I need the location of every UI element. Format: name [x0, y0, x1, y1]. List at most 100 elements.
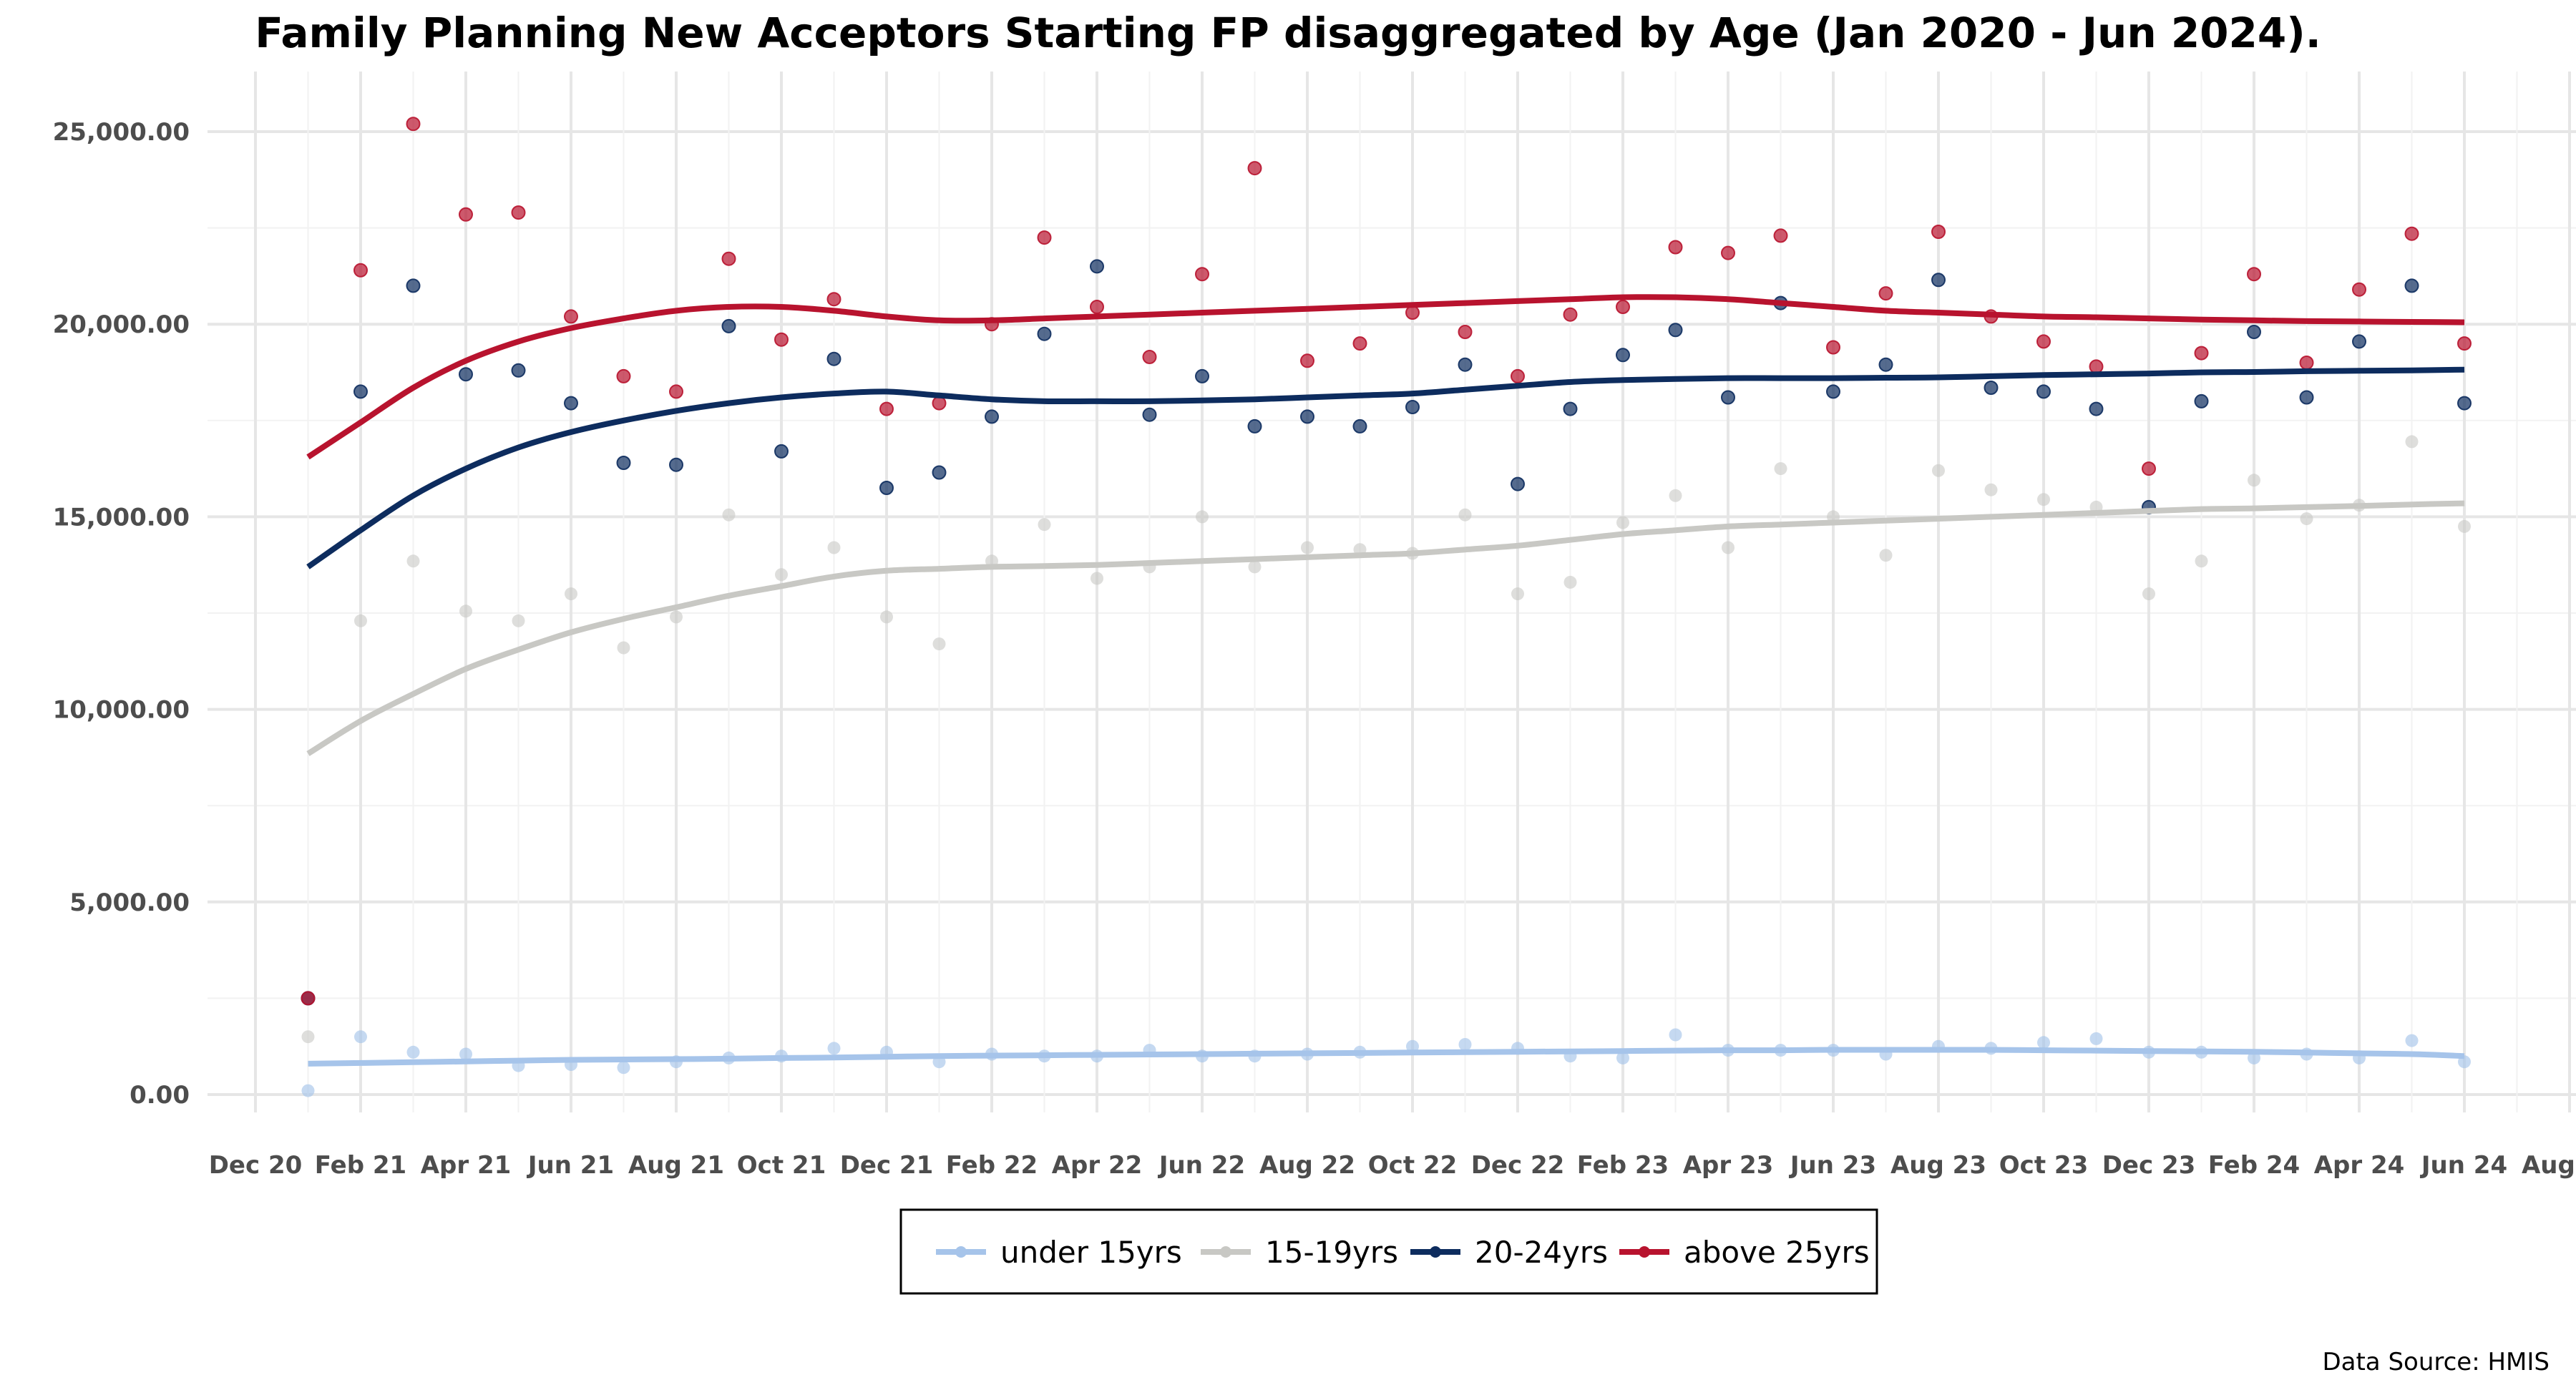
point-20-24yrs	[1247, 418, 1262, 434]
x-tick-label: Jun 24	[2420, 1151, 2507, 1180]
legend-marker-20-24yrs	[1430, 1246, 1441, 1258]
point-above-25yrs	[774, 332, 789, 347]
point-15-19yrs	[459, 604, 472, 618]
x-tick-label: Jun 23	[1789, 1151, 1876, 1180]
x-tick-label: Oct 22	[1368, 1151, 1457, 1180]
point-above-25yrs	[301, 991, 316, 1006]
point-above-25yrs	[511, 205, 526, 220]
point-20-24yrs	[353, 384, 368, 399]
x-tick-label: Feb 24	[2208, 1151, 2300, 1180]
legend-label-20-24yrs: 20-24yrs	[1475, 1235, 1608, 1270]
point-15-19yrs	[1984, 483, 1998, 496]
y-tick-label: 20,000.00	[53, 310, 190, 339]
point-15-19yrs	[827, 541, 841, 554]
point-20-24yrs	[459, 367, 473, 382]
x-tick-label: Dec 21	[840, 1151, 934, 1180]
point-15-19yrs	[2248, 474, 2260, 487]
x-tick-label: Dec 22	[1471, 1151, 1565, 1180]
point-under-15yrs	[2248, 1051, 2260, 1064]
point-above-25yrs	[879, 401, 894, 416]
point-20-24yrs	[1984, 381, 1999, 395]
point-above-25yrs	[2089, 359, 2104, 374]
x-tick-label: Feb 21	[315, 1151, 406, 1180]
point-above-25yrs	[2247, 267, 2261, 282]
point-20-24yrs	[1563, 401, 1578, 416]
x-tick-label: Aug 24	[2522, 1151, 2576, 1180]
legend-marker-under-15yrs	[955, 1246, 967, 1258]
point-above-25yrs	[2299, 356, 2314, 370]
point-20-24yrs	[2404, 278, 2419, 293]
point-above-25yrs	[1511, 368, 1525, 383]
point-15-19yrs	[775, 568, 788, 582]
x-tick-label: Apr 23	[1683, 1151, 1774, 1180]
point-above-25yrs	[2404, 226, 2419, 241]
point-15-19yrs	[354, 614, 367, 627]
x-tick-label: Oct 21	[737, 1151, 826, 1180]
x-tick-label: Jun 22	[1158, 1151, 1245, 1180]
data-source-caption: Data Source: HMIS	[2322, 1348, 2550, 1376]
point-20-24yrs	[1826, 384, 1840, 399]
point-above-25yrs	[1826, 340, 1840, 355]
legend-marker-15-19yrs	[1220, 1246, 1231, 1258]
point-above-25yrs	[1247, 161, 1262, 176]
point-under-15yrs	[2405, 1034, 2419, 1047]
point-20-24yrs	[879, 481, 894, 495]
x-tick-label: Dec 20	[209, 1151, 303, 1180]
point-above-25yrs	[2142, 461, 2156, 476]
y-axis: 0.00 5,000.00 10,000.00 15,000.00 20,000.00 2…	[53, 118, 190, 1110]
point-20-24yrs	[511, 363, 526, 378]
point-under-15yrs	[459, 1047, 472, 1061]
point-above-25yrs	[564, 309, 578, 324]
legend-box	[899, 1208, 1878, 1295]
point-under-15yrs	[301, 1084, 315, 1097]
point-15-19yrs	[2458, 519, 2471, 533]
point-20-24yrs	[1721, 390, 1735, 405]
point-above-25yrs	[1352, 336, 1367, 351]
point-above-25yrs	[1405, 305, 1420, 320]
legend: under 15yrs 15-19yrs 20-24yrs above 25yrs	[899, 1208, 1878, 1295]
point-20-24yrs	[2089, 401, 2104, 416]
point-above-25yrs	[721, 251, 736, 266]
point-20-24yrs	[2036, 384, 2051, 399]
point-20-24yrs	[826, 351, 841, 366]
point-20-24yrs	[2457, 396, 2472, 411]
point-under-15yrs	[827, 1042, 841, 1055]
point-20-24yrs	[1878, 357, 1893, 372]
point-above-25yrs	[1037, 230, 1052, 245]
point-20-24yrs	[1931, 273, 1946, 288]
point-above-25yrs	[459, 207, 473, 222]
legend-label-under-15yrs: under 15yrs	[1000, 1235, 1182, 1270]
x-tick-label: Aug 22	[1259, 1151, 1355, 1180]
trend-lines	[306, 294, 2465, 1067]
point-under-15yrs	[2089, 1032, 2103, 1045]
point-15-19yrs	[301, 1030, 315, 1044]
point-20-24yrs	[1195, 368, 1209, 383]
point-20-24yrs	[564, 396, 578, 411]
point-15-19yrs	[1511, 587, 1524, 601]
y-tick-label: 10,000.00	[53, 696, 190, 725]
point-20-24yrs	[1090, 259, 1104, 274]
point-above-25yrs	[2194, 346, 2209, 361]
point-under-15yrs	[2037, 1036, 2050, 1049]
point-15-19yrs	[1196, 510, 1209, 524]
point-above-25yrs	[1878, 286, 1893, 301]
point-15-19yrs	[1722, 541, 1735, 554]
x-tick-label: Apr 24	[2314, 1151, 2405, 1180]
point-under-15yrs	[1669, 1028, 1682, 1042]
point-above-25yrs	[1090, 300, 1104, 314]
x-tick-label: Feb 22	[946, 1151, 1038, 1180]
point-20-24yrs	[616, 456, 631, 470]
point-15-19yrs	[1563, 575, 1577, 589]
point-20-24yrs	[1668, 323, 1683, 338]
x-tick-label: Apr 21	[421, 1151, 512, 1180]
legend-label-15-19yrs: 15-19yrs	[1265, 1235, 1398, 1270]
point-20-24yrs	[1511, 476, 1525, 491]
trend-line-15-19yrs	[306, 500, 2465, 756]
x-tick-label: Apr 22	[1052, 1151, 1143, 1180]
point-20-24yrs	[2299, 390, 2314, 405]
point-15-19yrs	[1091, 572, 1103, 585]
point-20-24yrs	[1037, 326, 1052, 341]
point-above-25yrs	[2036, 334, 2051, 349]
point-20-24yrs	[932, 465, 947, 480]
